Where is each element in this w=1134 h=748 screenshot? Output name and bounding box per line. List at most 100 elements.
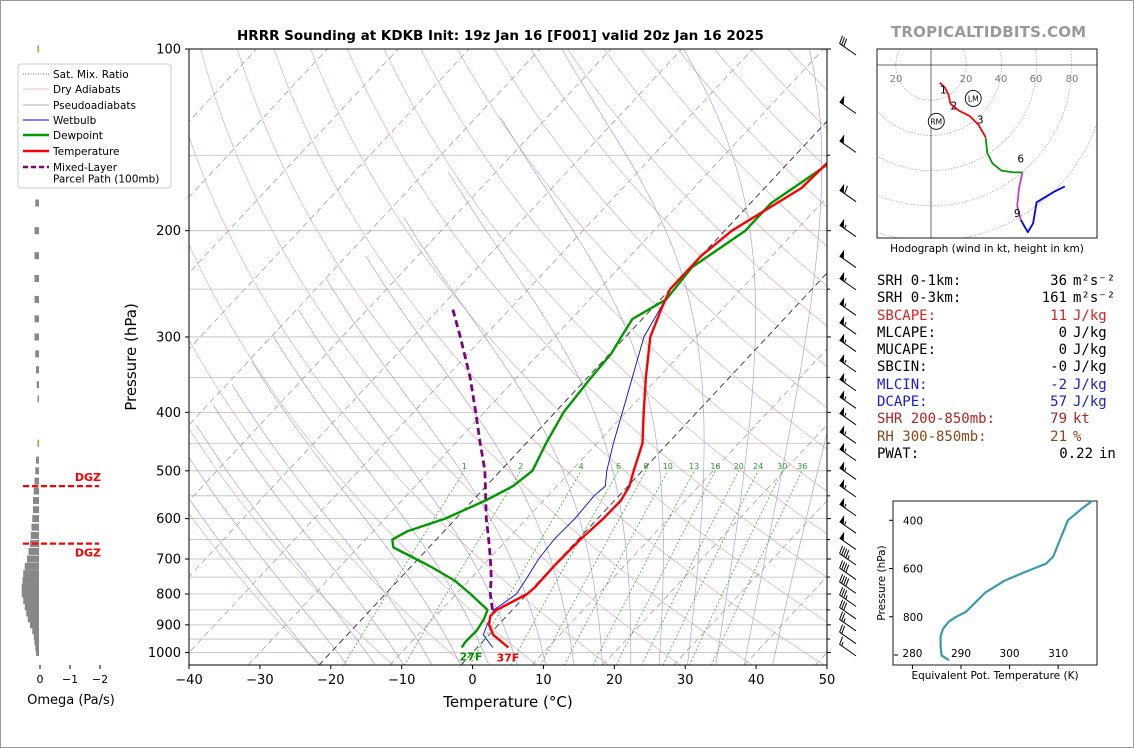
omega-bar xyxy=(21,590,39,598)
mixing-ratio-label: 1 xyxy=(462,462,467,471)
param-row: PWAT: 0.22 in xyxy=(877,446,1116,463)
surface-temperature-label: 37F xyxy=(496,651,519,664)
mixing-ratio-label: 10 xyxy=(663,462,673,471)
param-value: -2 xyxy=(1050,376,1067,393)
wind-barb xyxy=(839,390,857,409)
isotherm xyxy=(189,49,328,198)
omega-bar xyxy=(35,199,39,207)
omega-bar xyxy=(22,577,39,585)
omega-bar xyxy=(21,583,39,591)
barb-pennant xyxy=(839,333,845,343)
isotherm xyxy=(189,49,541,426)
legend-label: Dry Adiabats xyxy=(53,84,121,96)
chart-title: HRRR Sounding at KDKB Init: 19z Jan 16 [… xyxy=(237,28,764,44)
wind-barb xyxy=(839,183,857,203)
param-row: MLCAPE: 0 J/kg xyxy=(877,325,1116,342)
dgz-label: DGZ xyxy=(75,547,101,560)
pseudo-adiabat xyxy=(196,424,376,665)
mixing-ratio-label: 20 xyxy=(734,462,744,471)
omega-bar xyxy=(27,555,39,563)
mixing-ratio-label: 30 xyxy=(777,462,787,471)
parcel-path-line xyxy=(451,308,494,611)
pseudo-adiabat xyxy=(772,431,827,665)
legend-label: Temperature xyxy=(52,146,120,158)
omega-axis-label: Omega (Pa/s) xyxy=(27,693,115,708)
legend-label: Wetbulb xyxy=(53,115,97,127)
barb-flag xyxy=(839,574,844,583)
mixing-ratio-label: 6 xyxy=(616,462,621,471)
x-tick-label: 30 xyxy=(677,673,694,688)
barb-staff xyxy=(839,255,857,268)
param-unit: J/kg xyxy=(1073,307,1107,324)
barb-flag xyxy=(844,185,848,194)
wind-barb xyxy=(839,624,857,645)
dry-adiabat xyxy=(189,513,322,665)
wind-barb xyxy=(839,134,857,153)
parameter-table: SRH 0-1km: 36 m²s⁻² SRH 0-3km: 161 m²s⁻² SBCAP… xyxy=(877,273,1116,463)
barb-staff xyxy=(839,567,857,580)
barb-staff xyxy=(839,322,857,335)
param-value: 161 xyxy=(1041,290,1067,307)
y-tick-label: 600 xyxy=(156,512,181,527)
hodograph-frame-rect xyxy=(876,48,1098,239)
barb-flag xyxy=(839,611,844,620)
barb-pennant xyxy=(839,497,845,508)
barb-staff xyxy=(839,303,857,316)
param-row: MLCIN: -2 J/kg xyxy=(877,377,1116,394)
param-row: SBCIN: -0 J/kg xyxy=(877,359,1116,376)
mixing-ratio-label: 36 xyxy=(797,462,807,471)
wind-barb xyxy=(839,545,857,566)
hodograph-ring-label: 20 xyxy=(960,74,973,85)
pseudo-adiabat xyxy=(189,456,348,665)
hodograph-caption: Hodograph (wind in kt, height in km) xyxy=(890,243,1084,255)
barb-staff xyxy=(839,140,857,153)
isotherm xyxy=(673,500,827,665)
omega-bar xyxy=(35,643,39,651)
legend-label: Pseudoadiabats xyxy=(53,100,136,112)
barb-staff xyxy=(839,396,857,409)
omega-bar xyxy=(34,477,39,485)
barb-flag xyxy=(841,588,846,597)
param-value: -0 xyxy=(1050,359,1067,376)
param-label: MUCAPE: xyxy=(877,342,937,359)
barb-pennant xyxy=(839,372,845,383)
pseudo-adiabat xyxy=(325,278,546,665)
param-value: 0 xyxy=(1058,324,1067,341)
mixing-ratio-line xyxy=(592,470,695,665)
barb-staff xyxy=(839,43,857,56)
param-row: SBCAPE: 11 J/kg xyxy=(877,308,1116,325)
omega-bar xyxy=(31,523,39,531)
omega-bar xyxy=(34,227,39,235)
mixing-ratio-line xyxy=(662,470,759,665)
barb-half-flag xyxy=(844,521,847,526)
theta-e-y-tick-label: 600 xyxy=(903,564,923,576)
theta-e-y-tick-label: 400 xyxy=(903,515,923,527)
barb-pennant xyxy=(839,271,845,282)
pseudo-adiabat xyxy=(231,384,433,665)
x-tick-label: −10 xyxy=(388,673,415,688)
barb-half-flag xyxy=(844,339,847,344)
wind-barb xyxy=(839,353,857,373)
barb-flag xyxy=(841,575,846,584)
param-row: SHR 200-850mb: 79 kt xyxy=(877,411,1116,428)
barb-pennant xyxy=(839,95,845,105)
y-tick-label: 300 xyxy=(156,330,181,345)
mixing-ratio-line xyxy=(689,470,783,665)
mixing-ratio-line xyxy=(540,470,647,665)
pseudo-adiabat xyxy=(189,498,319,665)
y-tick-label: 100 xyxy=(156,43,181,58)
wind-barb xyxy=(839,218,857,238)
param-unit: J/kg xyxy=(1073,394,1107,411)
barb-staff xyxy=(839,277,857,291)
dry-adiabat xyxy=(714,49,827,169)
omega-bar xyxy=(33,632,39,640)
storm-motion-marker xyxy=(964,89,982,107)
barb-flag xyxy=(845,578,850,587)
barb-flag xyxy=(843,602,848,611)
barb-flag xyxy=(839,587,844,596)
param-label: SBCIN: xyxy=(877,359,928,376)
barb-flag xyxy=(841,625,846,634)
legend-label: Dewpoint xyxy=(53,130,103,142)
omega-bar xyxy=(24,603,39,611)
